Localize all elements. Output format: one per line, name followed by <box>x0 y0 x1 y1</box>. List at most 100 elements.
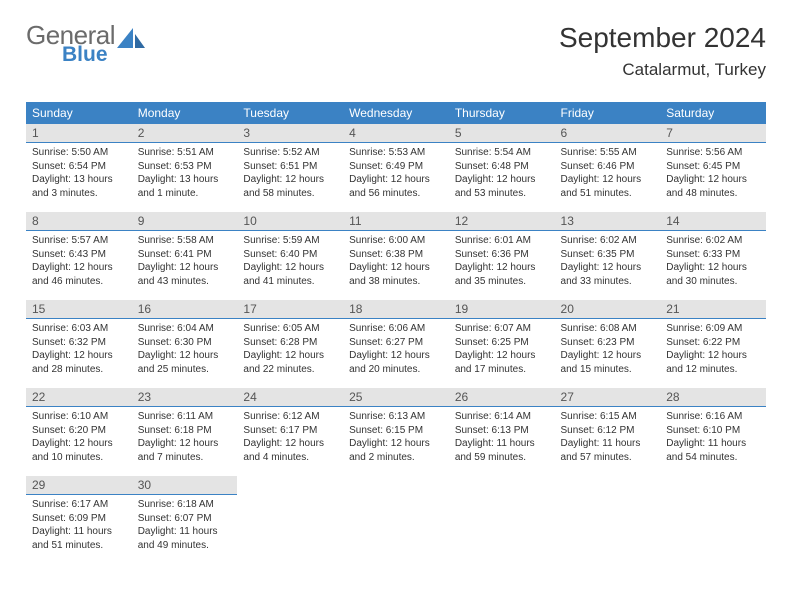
daylight-line: Daylight: 11 hours and 51 minutes. <box>32 525 126 552</box>
calendar-cell: 27Sunrise: 6:15 AMSunset: 6:12 PMDayligh… <box>555 388 661 476</box>
sunrise-line: Sunrise: 5:53 AM <box>349 146 443 160</box>
daylight-line: Daylight: 12 hours and 41 minutes. <box>243 261 337 288</box>
calendar-cell: 3Sunrise: 5:52 AMSunset: 6:51 PMDaylight… <box>237 124 343 212</box>
calendar-cell: 22Sunrise: 6:10 AMSunset: 6:20 PMDayligh… <box>26 388 132 476</box>
daylight-line: Daylight: 12 hours and 2 minutes. <box>349 437 443 464</box>
day-number: 11 <box>343 212 449 231</box>
daylight-line: Daylight: 12 hours and 51 minutes. <box>561 173 655 200</box>
calendar-cell: 26 Sunrise: 6:14 AMSunset: 6:13 PMDayligh… <box>449 388 555 476</box>
day-details: Sunrise: 6:07 AMSunset: 6:25 PMDaylight:… <box>449 319 555 380</box>
daylight-line: Daylight: 12 hours and 38 minutes. <box>349 261 443 288</box>
sunset-line: Sunset: 6:20 PM <box>32 424 126 438</box>
day-number: 14 <box>660 212 766 231</box>
sunrise-line: Sunrise: 5:50 AM <box>32 146 126 160</box>
sunrise-line: Sunrise: 6:08 AM <box>561 322 655 336</box>
sunset-line: Sunset: 6:07 PM <box>138 512 232 526</box>
sunset-line: Sunset: 6:30 PM <box>138 336 232 350</box>
sunrise-line: Sunrise: 6:09 AM <box>666 322 760 336</box>
day-number: 9 <box>132 212 238 231</box>
day-details: Sunrise: 5:58 AMSunset: 6:41 PMDaylight:… <box>132 231 238 292</box>
day-number: 1 <box>26 124 132 143</box>
weekday-header: Thursday <box>449 102 555 124</box>
weekday-header: Friday <box>555 102 661 124</box>
sunset-line: Sunset: 6:09 PM <box>32 512 126 526</box>
sunset-line: Sunset: 6:40 PM <box>243 248 337 262</box>
day-number: 6 <box>555 124 661 143</box>
day-number: 21 <box>660 300 766 319</box>
day-details: Sunrise: 5:52 AMSunset: 6:51 PMDaylight:… <box>237 143 343 204</box>
day-details: Sunrise: 6:02 AMSunset: 6:35 PMDaylight:… <box>555 231 661 292</box>
calendar-cell: 14Sunrise: 6:02 AMSunset: 6:33 PMDayligh… <box>660 212 766 300</box>
day-details: Sunrise: 6:10 AMSunset: 6:20 PMDaylight:… <box>26 407 132 468</box>
day-number: 12 <box>449 212 555 231</box>
calendar-cell: 15Sunrise: 6:03 AMSunset: 6:32 PMDayligh… <box>26 300 132 388</box>
calendar-cell: 6Sunrise: 5:55 AMSunset: 6:46 PMDaylight… <box>555 124 661 212</box>
sunrise-line: Sunrise: 6:18 AM <box>138 498 232 512</box>
sunset-line: Sunset: 6:15 PM <box>349 424 443 438</box>
calendar-cell: 21Sunrise: 6:09 AMSunset: 6:22 PMDayligh… <box>660 300 766 388</box>
daylight-line: Daylight: 12 hours and 7 minutes. <box>138 437 232 464</box>
day-details: Sunrise: 6:01 AMSunset: 6:36 PMDaylight:… <box>449 231 555 292</box>
logo-sail-icon <box>117 28 145 57</box>
daylight-line: Daylight: 12 hours and 58 minutes. <box>243 173 337 200</box>
daylight-line: Daylight: 12 hours and 33 minutes. <box>561 261 655 288</box>
day-number: 28 <box>660 388 766 407</box>
day-number: 2 <box>132 124 238 143</box>
day-number: 26 <box>449 388 555 407</box>
sunset-line: Sunset: 6:10 PM <box>666 424 760 438</box>
calendar-cell: 29Sunrise: 6:17 AMSunset: 6:09 PMDayligh… <box>26 476 132 564</box>
calendar-cell: 13Sunrise: 6:02 AMSunset: 6:35 PMDayligh… <box>555 212 661 300</box>
calendar-cell <box>555 476 661 564</box>
logo-word-blue: Blue <box>62 44 115 65</box>
day-number: 20 <box>555 300 661 319</box>
page-title: September 2024 <box>559 22 766 54</box>
daylight-line: Daylight: 12 hours and 17 minutes. <box>455 349 549 376</box>
day-details: Sunrise: 6:03 AMSunset: 6:32 PMDaylight:… <box>26 319 132 380</box>
logo: General Blue <box>26 22 145 65</box>
day-number: 17 <box>237 300 343 319</box>
calendar-cell: 10Sunrise: 5:59 AMSunset: 6:40 PMDayligh… <box>237 212 343 300</box>
day-details: Sunrise: 5:50 AMSunset: 6:54 PMDaylight:… <box>26 143 132 204</box>
day-details: Sunrise: 6:02 AMSunset: 6:33 PMDaylight:… <box>660 231 766 292</box>
day-details: Sunrise: 5:59 AMSunset: 6:40 PMDaylight:… <box>237 231 343 292</box>
day-details: Sunrise: 5:56 AMSunset: 6:45 PMDaylight:… <box>660 143 766 204</box>
sunset-line: Sunset: 6:17 PM <box>243 424 337 438</box>
daylight-line: Daylight: 12 hours and 56 minutes. <box>349 173 443 200</box>
sunset-line: Sunset: 6:41 PM <box>138 248 232 262</box>
daylight-line: Daylight: 12 hours and 48 minutes. <box>666 173 760 200</box>
day-number: 15 <box>26 300 132 319</box>
sunset-line: Sunset: 6:13 PM <box>455 424 549 438</box>
sunset-line: Sunset: 6:45 PM <box>666 160 760 174</box>
daylight-line: Daylight: 11 hours and 59 minutes. <box>455 437 549 464</box>
calendar-header-row: SundayMondayTuesdayWednesdayThursdayFrid… <box>26 102 766 124</box>
day-details: Sunrise: 6:06 AMSunset: 6:27 PMDaylight:… <box>343 319 449 380</box>
sunset-line: Sunset: 6:49 PM <box>349 160 443 174</box>
day-number: 24 <box>237 388 343 407</box>
calendar-cell: 25Sunrise: 6:13 AMSunset: 6:15 PMDayligh… <box>343 388 449 476</box>
sunrise-line: Sunrise: 6:03 AM <box>32 322 126 336</box>
day-number: 13 <box>555 212 661 231</box>
calendar-cell <box>660 476 766 564</box>
sunrise-line: Sunrise: 6:14 AM <box>455 410 549 424</box>
sunrise-line: Sunrise: 6:02 AM <box>561 234 655 248</box>
logo-text: General Blue <box>26 22 115 65</box>
daylight-line: Daylight: 12 hours and 35 minutes. <box>455 261 549 288</box>
day-details: Sunrise: 6:17 AMSunset: 6:09 PMDaylight:… <box>26 495 132 556</box>
day-number: 5 <box>449 124 555 143</box>
day-details: Sunrise: 6:00 AMSunset: 6:38 PMDaylight:… <box>343 231 449 292</box>
day-number: 25 <box>343 388 449 407</box>
day-details: Sunrise: 5:53 AMSunset: 6:49 PMDaylight:… <box>343 143 449 204</box>
sunrise-line: Sunrise: 5:51 AM <box>138 146 232 160</box>
daylight-line: Daylight: 12 hours and 12 minutes. <box>666 349 760 376</box>
day-details: Sunrise: 6:05 AMSunset: 6:28 PMDaylight:… <box>237 319 343 380</box>
sunrise-line: Sunrise: 6:02 AM <box>666 234 760 248</box>
day-details: Sunrise: 6:16 AMSunset: 6:10 PMDaylight:… <box>660 407 766 468</box>
day-number: 22 <box>26 388 132 407</box>
sunrise-line: Sunrise: 6:05 AM <box>243 322 337 336</box>
calendar-cell: 5Sunrise: 5:54 AMSunset: 6:48 PMDaylight… <box>449 124 555 212</box>
sunrise-line: Sunrise: 5:54 AM <box>455 146 549 160</box>
calendar-cell: 4Sunrise: 5:53 AMSunset: 6:49 PMDaylight… <box>343 124 449 212</box>
day-number: 19 <box>449 300 555 319</box>
day-number: 8 <box>26 212 132 231</box>
daylight-line: Daylight: 12 hours and 22 minutes. <box>243 349 337 376</box>
